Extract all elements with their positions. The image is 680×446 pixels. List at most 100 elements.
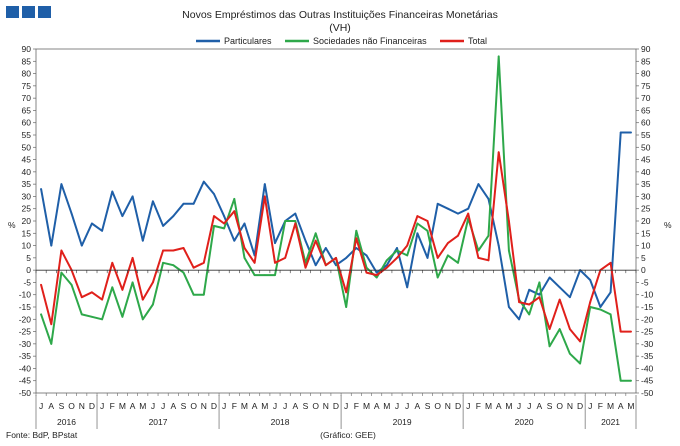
data-point-particulares (508, 306, 510, 308)
source-note: Fonte: BdP, BPstat (6, 430, 78, 440)
data-point-total (396, 257, 398, 259)
y-tick-label-left: 55 (22, 130, 32, 140)
year-label: 2016 (57, 417, 76, 427)
data-point-total (497, 151, 500, 154)
data-point-total (50, 323, 53, 326)
data-point-particulares (487, 198, 490, 200)
x-tick-label: F (476, 401, 481, 411)
y-tick-label-left: 35 (22, 179, 32, 189)
data-point-particulares (314, 264, 317, 267)
x-tick-label: A (130, 401, 136, 411)
x-tick-label: D (89, 401, 95, 411)
legend-label-total: Total (468, 36, 487, 46)
y-tick-label-right: 70 (641, 93, 651, 103)
data-point-total (294, 222, 297, 225)
chart-title: Novos Empréstimos das Outras Instituiçõe… (182, 9, 498, 21)
data-point-particulares (406, 286, 409, 289)
data-point-sociedades (101, 318, 103, 321)
data-point-particulares (152, 200, 154, 203)
y-tick-label-left: 45 (22, 155, 32, 165)
x-tick-label: J (527, 401, 531, 411)
data-point-total (579, 340, 581, 343)
y-tick-label-right: -25 (641, 327, 654, 337)
data-point-particulares (233, 239, 236, 242)
data-point-sociedades (426, 229, 429, 232)
y-tick-label-right: 35 (641, 179, 651, 189)
data-point-sociedades (131, 281, 134, 284)
x-tick-label: D (455, 401, 461, 411)
data-point-sociedades (447, 254, 449, 257)
data-point-particulares (548, 276, 551, 279)
data-point-sociedades (569, 352, 571, 355)
data-point-particulares (70, 212, 73, 215)
data-point-total (335, 257, 337, 259)
data-point-particulares (263, 183, 266, 186)
data-point-particulares (274, 242, 276, 245)
zero-line (35, 269, 637, 274)
data-point-sociedades (508, 249, 510, 252)
x-tick-label: A (415, 401, 421, 411)
data-point-sociedades (538, 281, 541, 284)
series-line-total (40, 151, 632, 343)
year-label: 2021 (601, 417, 620, 427)
chart-subtitle: (VH) (329, 22, 351, 34)
data-point-total (548, 328, 551, 330)
x-tick-label: M (139, 401, 146, 411)
x-tick-label: J (466, 401, 470, 411)
x-tick-label: F (598, 401, 603, 411)
data-point-sociedades (243, 257, 246, 259)
data-point-particulares (365, 254, 368, 257)
data-point-particulares (436, 202, 439, 205)
plot-frame (35, 48, 637, 394)
x-tick-label: N (79, 401, 85, 411)
data-point-particulares (192, 202, 195, 205)
x-tick-label: J (273, 401, 277, 411)
data-point-sociedades (406, 254, 409, 257)
data-point-total (569, 328, 571, 330)
x-tick-label: J (405, 401, 409, 411)
data-point-sociedades (477, 249, 480, 252)
x-tick-label: M (505, 401, 512, 411)
x-tick-label: M (363, 401, 370, 411)
x-tick-label: M (383, 401, 390, 411)
data-point-particulares (528, 288, 531, 291)
y-axis-label-right: % (664, 220, 672, 230)
x-tick-label: J (100, 401, 104, 411)
x-tick-label: N (323, 401, 329, 411)
data-point-sociedades (141, 318, 144, 321)
data-point-particulares (294, 212, 297, 215)
data-point-total (609, 261, 612, 264)
data-point-sociedades (396, 249, 398, 252)
x-tick-label: J (588, 401, 592, 411)
x-tick-label: J (395, 401, 399, 411)
x-tick-label: S (425, 401, 431, 411)
data-point-total (457, 234, 459, 237)
data-point-particulares (569, 296, 571, 299)
data-point-sociedades (50, 343, 53, 345)
data-point-total (131, 257, 134, 259)
series-lines (40, 55, 632, 382)
data-point-sociedades (121, 315, 124, 318)
y-tick-label-left: 85 (22, 56, 32, 66)
data-point-particulares (182, 202, 185, 205)
y-tick-label-right: 5 (641, 253, 646, 263)
data-point-total (284, 257, 287, 259)
data-point-particulares (223, 215, 226, 218)
data-point-total (202, 261, 205, 264)
y-tick-label-left: 10 (22, 241, 32, 251)
data-point-sociedades (233, 198, 236, 200)
data-point-total (345, 291, 348, 294)
data-point-particulares (111, 190, 114, 193)
y-tick-label-left: -15 (19, 302, 32, 312)
data-point-total (416, 215, 419, 218)
data-point-particulares (355, 247, 358, 249)
x-tick-label: A (374, 401, 380, 411)
data-point-total (263, 195, 266, 198)
series-line-sociedades (40, 55, 632, 382)
data-point-total (80, 296, 83, 299)
data-point-sociedades (558, 328, 561, 330)
data-point-total (141, 298, 144, 301)
y-tick-label-right: -5 (641, 277, 649, 287)
data-point-total (91, 291, 93, 294)
